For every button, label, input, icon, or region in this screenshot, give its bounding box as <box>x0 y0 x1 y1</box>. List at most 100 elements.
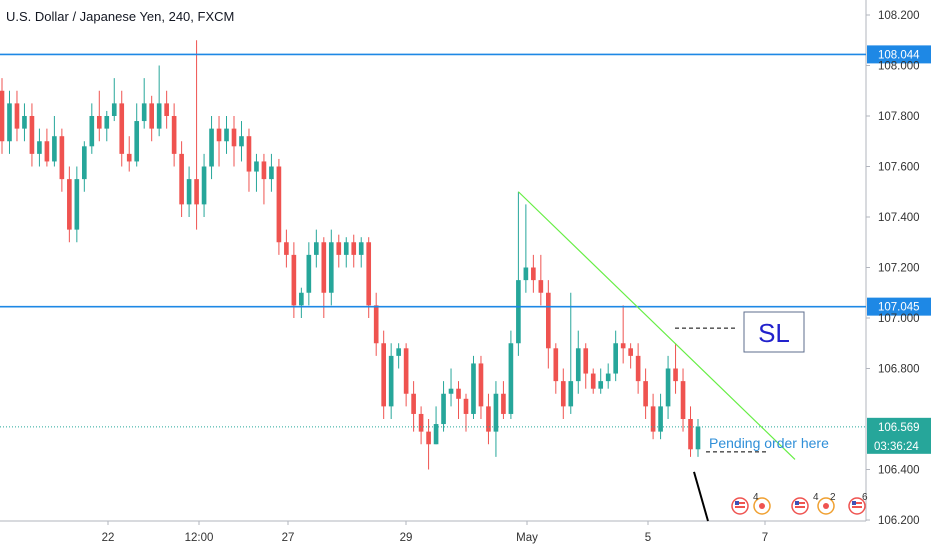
pending-order-label: Pending order here <box>709 435 829 451</box>
candle-body <box>665 368 671 407</box>
flag-stripe <box>852 502 862 504</box>
candle-body <box>343 242 349 255</box>
candle-body <box>239 136 244 147</box>
flag-stripe <box>735 506 745 508</box>
candle-body <box>411 393 416 414</box>
candle-body <box>463 398 469 414</box>
candle-body <box>179 153 184 205</box>
projection-line <box>693 471 709 522</box>
sl-box <box>743 311 805 353</box>
candle-body <box>358 242 364 255</box>
x-tick-label: 5 <box>645 532 651 544</box>
candle-body <box>164 103 169 116</box>
candle-body <box>89 116 95 147</box>
candle-body <box>261 161 267 180</box>
level-badge-label: 108.044 <box>878 49 920 61</box>
candle-body <box>141 103 147 122</box>
trendline-group <box>517 191 796 522</box>
candle-body <box>538 280 544 293</box>
candle-body <box>508 343 514 414</box>
sl-label: SL <box>758 318 790 348</box>
candle-body <box>478 363 484 407</box>
candles <box>0 40 701 470</box>
y-tick-label: 108.000 <box>878 61 920 73</box>
candle-body <box>568 381 574 407</box>
level-badge <box>867 297 931 316</box>
flag-stripe <box>735 502 745 504</box>
y-tick-label: 108.200 <box>878 10 920 22</box>
candle-body <box>269 166 274 180</box>
candle-body <box>523 267 529 281</box>
y-tick-label: 106.400 <box>878 465 920 477</box>
level-badge-label: 107.045 <box>878 302 920 314</box>
candle-body <box>456 388 461 399</box>
horizontal-levels: 108.044 107.045 106.569 03:36:24 <box>0 45 931 454</box>
candle-body <box>486 406 491 432</box>
candle-body <box>314 242 319 255</box>
candle-body <box>388 355 394 407</box>
current-price-badge <box>867 417 931 454</box>
candle-body <box>605 373 611 382</box>
candle-body <box>493 393 499 432</box>
candle-body <box>74 179 80 230</box>
candle-body <box>448 388 454 394</box>
candle-body <box>82 146 87 180</box>
candle-body <box>373 305 379 344</box>
candle-body <box>688 419 693 450</box>
candle-body <box>306 254 312 293</box>
annotations: SL Pending order here <box>675 311 829 453</box>
x-tick-label: 29 <box>400 532 413 544</box>
candle-body <box>201 166 207 205</box>
y-tick-label: 107.000 <box>878 313 920 325</box>
candle-body <box>471 363 476 414</box>
time-axis: 22 12:00 27 29 May 5 7 <box>102 521 768 544</box>
x-tick-label: 12:00 <box>185 532 214 544</box>
candle-body <box>433 424 439 445</box>
candle-body <box>186 179 192 205</box>
candle-body <box>111 103 117 116</box>
candle-body <box>284 242 289 255</box>
candle-body <box>104 116 110 129</box>
candle-body <box>336 242 342 255</box>
candle-body <box>658 406 663 432</box>
price-axis: 108.200 108.000 107.800 107.600 107.400 107.2… <box>866 10 920 527</box>
candle-body <box>254 161 259 172</box>
candle-body <box>673 368 678 382</box>
candle-body <box>583 348 589 374</box>
candle-body <box>224 128 229 142</box>
candle-body <box>328 242 334 293</box>
candle-body <box>553 348 559 382</box>
y-tick-label: 107.200 <box>878 263 920 275</box>
flag-stripe <box>795 502 805 504</box>
candle-body <box>426 431 431 445</box>
y-tick-label: 107.800 <box>878 111 920 123</box>
event-count: 2 <box>830 492 836 503</box>
candle-body <box>29 116 35 154</box>
y-tick-label: 106.800 <box>878 364 920 376</box>
candle-body <box>396 348 401 356</box>
candle-body <box>22 116 27 129</box>
candle-body <box>643 381 648 407</box>
candle-body <box>276 166 282 243</box>
flag-canton <box>795 501 799 505</box>
candle-body <box>134 121 140 162</box>
candle-body <box>299 292 304 306</box>
candle-body <box>628 348 633 356</box>
candle-body <box>119 103 125 154</box>
y-tick-label: 107.600 <box>878 162 920 174</box>
countdown-label: 03:36:24 <box>874 441 919 453</box>
flag-stripe <box>852 506 862 508</box>
candle-body <box>381 343 386 407</box>
candle-body <box>67 179 72 230</box>
chart-title: U.S. Dollar / Japanese Yen, 240, FXCM <box>6 9 235 24</box>
candle-body <box>44 141 50 162</box>
candle-body <box>620 343 626 349</box>
x-tick-label: 22 <box>102 532 115 544</box>
candle-body <box>37 141 42 154</box>
y-tick-label: 107.400 <box>878 212 920 224</box>
candle-body <box>575 348 581 382</box>
candle-body <box>680 381 686 419</box>
candle-body <box>613 343 618 374</box>
